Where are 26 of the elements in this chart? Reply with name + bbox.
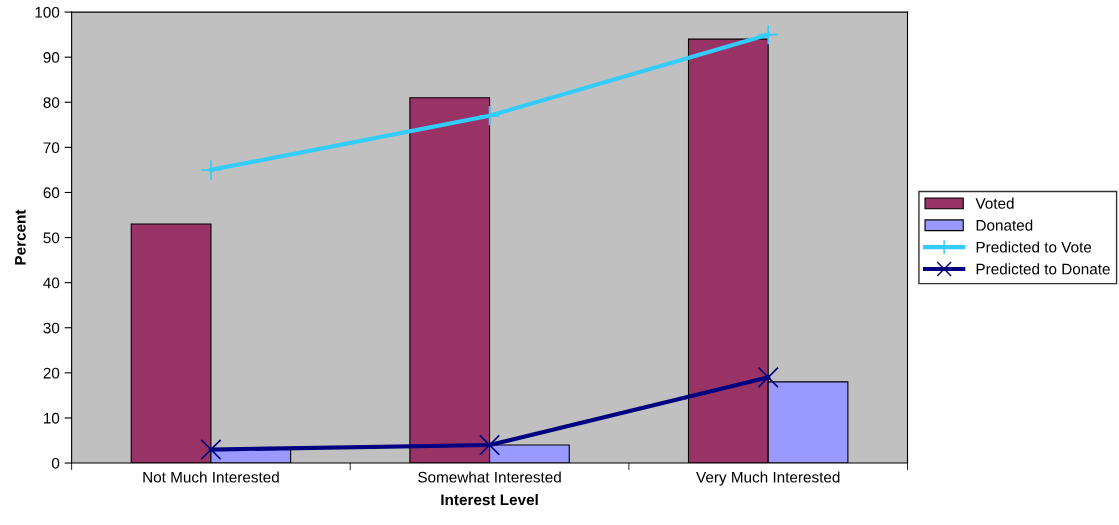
y-tick-label: 20 xyxy=(43,367,60,379)
point xyxy=(200,438,222,461)
y-tick-label: 80 xyxy=(43,97,60,108)
y-tick-label: 10 xyxy=(43,412,60,424)
legend-label: Predicted to Vote xyxy=(976,241,1092,253)
y-tick-label: 40 xyxy=(43,277,60,289)
y-tick-label: 50 xyxy=(43,232,60,244)
y-tick-label: 90 xyxy=(43,52,60,63)
point xyxy=(479,105,501,127)
x-tick-label: Very Much Interested xyxy=(696,471,840,486)
x-axis-title: Interest Level xyxy=(441,493,538,506)
y-tick-label: 0 xyxy=(51,457,60,469)
point xyxy=(757,366,779,388)
legend-label: Predicted to Donate xyxy=(976,263,1110,275)
y-tick-label: 30 xyxy=(43,322,60,334)
legend-label: Voted xyxy=(975,197,1014,209)
y-tick-label: 60 xyxy=(43,187,60,199)
point xyxy=(200,159,222,181)
y-tick-label: 70 xyxy=(43,142,60,154)
y-tick-label: 100 xyxy=(35,6,60,18)
y-axis-title: Percent xyxy=(15,209,26,265)
x-tick-label: Somewhat Interested xyxy=(418,471,561,483)
x-tick-label: Not Much Interested xyxy=(143,471,279,483)
point xyxy=(479,434,501,456)
legend-label: Donated xyxy=(976,219,1033,231)
point xyxy=(757,24,779,46)
